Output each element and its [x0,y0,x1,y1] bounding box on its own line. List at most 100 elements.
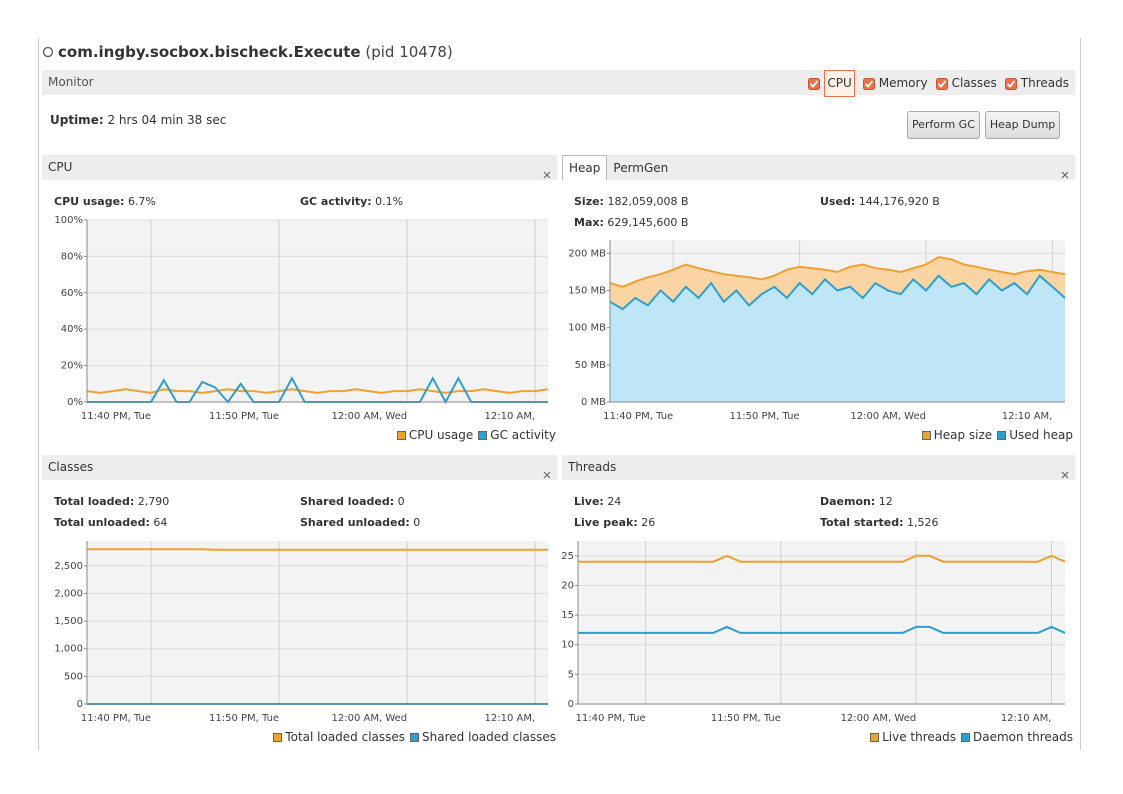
checkbox-label: Memory [878,76,928,90]
close-icon[interactable] [1061,463,1069,488]
stat-label: Shared loaded: [300,495,395,508]
y-tick-label: 500 [64,671,83,682]
close-glyph [1061,471,1069,479]
y-tick-label: 2,500 [54,561,83,572]
stat-value: 182,059,008 B [607,195,689,208]
x-tick-label: 12:00 AM, Wed [332,411,408,422]
x-tick-label: 12:00 AM, Wed [841,713,917,724]
legend-swatch [997,430,1007,440]
monitor-label: Monitor [48,75,94,89]
close-icon[interactable] [1061,163,1069,188]
line [609,274,1066,311]
y-tick-label: 0% [67,397,83,408]
line [86,388,549,394]
stat: Total started: 1,526 [820,516,939,529]
legend-label: Daemon threads [972,730,1073,744]
panel-tab: Threads [568,460,617,474]
y-tick-label: 20 [561,580,574,591]
stat: Size: 182,059,008 B [574,195,689,208]
stat-value: 629,145,600 B [607,216,689,229]
panel-header: Heap PermGen [562,155,1075,180]
y-tick-label: 0 MB [581,397,606,408]
x-tick-label: 11:40 PM, Tue [603,411,673,422]
stat: Max: 629,145,600 B [574,216,688,229]
stat-value: 2,790 [137,495,170,508]
checkbox[interactable]: Threads [1004,70,1069,97]
stat-value: 24 [607,495,622,508]
chart: 0 MB 50 MB 100 MB 150 MB 200 MB 11:40 PM, Tue… [568,240,1066,422]
close-icon[interactable] [543,163,551,188]
y-tick-label: 100% [54,215,83,226]
chart: 0% 20% 40% 60% 80% 100% 11:40 PM, Tue 11:50 PM,… [54,215,549,422]
uptime-label: Uptime: [50,113,104,127]
heap-dump-button[interactable]: Heap Dump [984,111,1061,139]
checkbox-group: CPU Memory Classes Threads [800,70,1069,97]
stat: Daemon: 12 [820,495,893,508]
stat: GC activity: 0.1% [300,195,403,208]
checkbox-label: Classes [951,76,997,90]
checkbox[interactable]: Classes [935,70,997,97]
legend: CPU usage GC activity [392,428,556,442]
perform-gc-button[interactable]: Perform GC [907,111,980,139]
close-icon[interactable] [543,463,551,488]
title: com.ingby.socbox.bischeck.Execute (pid 1… [58,43,453,61]
y-tick-label: 40% [61,324,83,335]
uptime-value: 2 hrs 04 min 38 sec [107,113,227,127]
y-tick-label: 80% [61,251,83,262]
stat-label: Live peak: [574,516,638,529]
y-tick-label: 1,500 [54,616,83,627]
stat: Live: 24 [574,495,621,508]
y-tick-label: 2,000 [54,588,83,599]
uptime: Uptime: 2 hrs 04 min 38 sec [50,113,226,127]
checkbox-icon [1004,77,1017,90]
checkbox[interactable]: Memory [862,70,928,97]
checkbox-icon [862,77,875,90]
stat: Live peak: 26 [574,516,655,529]
line [609,256,1066,288]
y-tick-label: 50 MB [575,360,607,371]
legend-label: GC activity [490,428,556,442]
x-tick-label: 12:00 AM, Wed [332,713,408,724]
checkbox[interactable]: CPU [808,70,855,97]
close-glyph [543,471,551,479]
stat: Total unloaded: 64 [54,516,167,529]
panel-tab[interactable]: PermGen [613,161,669,175]
y-tick-label: 100 MB [568,323,606,334]
stat-value: 12 [878,495,893,508]
stat-value: 144,176,920 B [858,195,940,208]
line [578,625,1066,634]
stat-value: 1,526 [907,516,939,529]
stat-label: Max: [574,216,604,229]
legend-swatch [273,732,283,742]
stat-value: 0.1% [375,195,404,208]
x-tick-label: 11:50 PM, Tue [729,411,799,422]
legend-label: Shared loaded classes [422,730,556,744]
x-tick-label: 12:10 AM, [1002,411,1053,422]
y-tick-label: 150 MB [568,286,606,297]
y-tick-label: 200 MB [568,248,606,259]
stat-value: 26 [641,516,656,529]
legend: Heap size Used heap [917,428,1073,442]
legend: Live threads Daemon threads [865,730,1073,744]
checkbox-icon [808,77,821,90]
checkbox-label: Threads [1020,76,1069,90]
panel-tab[interactable]: Heap [562,155,608,180]
button-group: Perform GC Heap Dump [907,111,1061,139]
y-tick-label: 0 [568,699,574,710]
x-tick-label: 11:40 PM, Tue [81,411,151,422]
plot-background [87,220,548,402]
y-tick-label: 60% [61,288,83,299]
x-tick-label: 11:50 PM, Tue [209,713,279,724]
stat-label: Live: [574,495,604,508]
close-glyph [543,171,551,179]
x-tick-label: 11:40 PM, Tue [81,713,151,724]
stat: CPU usage: 6.7% [54,195,156,208]
x-tick-label: 11:50 PM, Tue [209,411,279,422]
stat-label: Shared unloaded: [300,516,410,529]
stat-label: Total started: [820,516,904,529]
x-tick-label: 11:50 PM, Tue [711,713,781,724]
panel-header: Threads [562,455,1075,480]
y-tick-label: 15 [561,610,574,621]
plot-background [578,541,1065,704]
x-tick-label: 11:40 PM, Tue [576,713,646,724]
